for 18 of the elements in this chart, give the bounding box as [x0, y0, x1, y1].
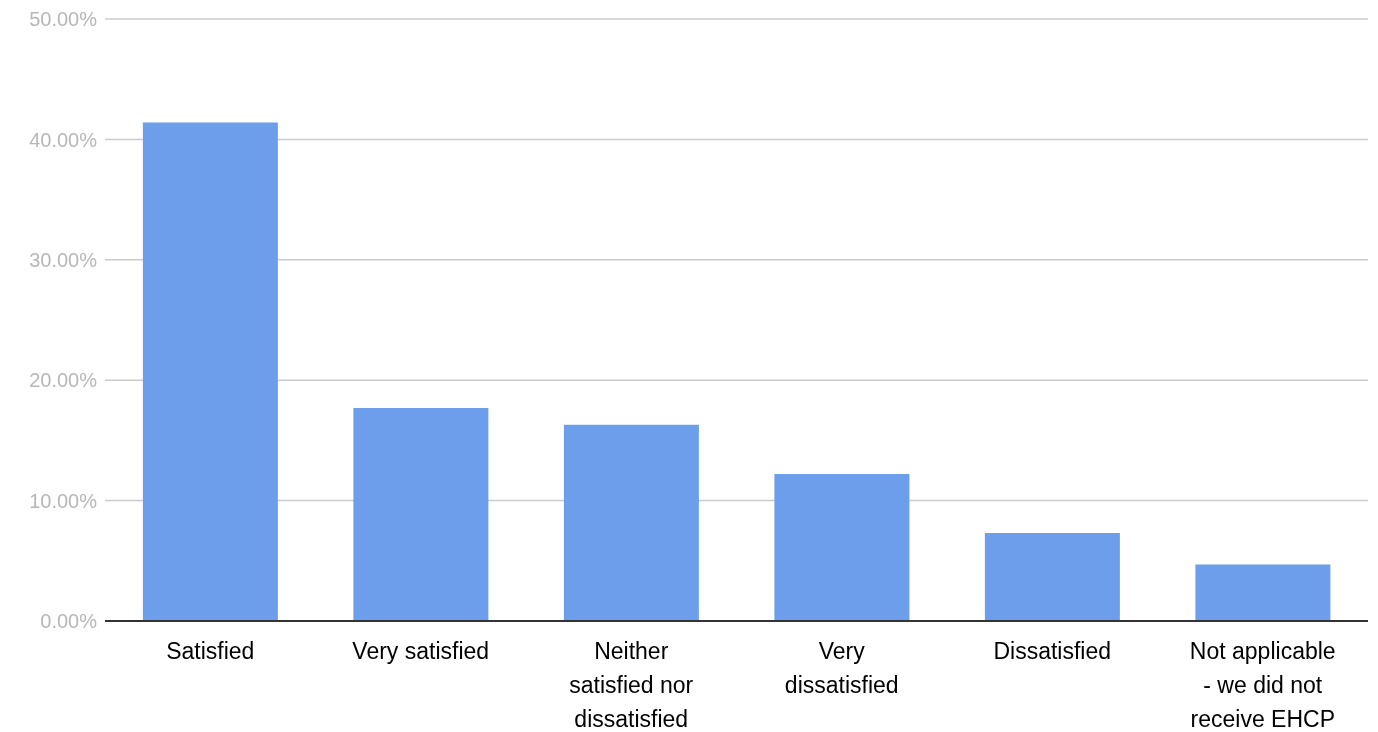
y-tick-label: 30.00%: [29, 248, 98, 271]
x-tick-label: Very dissatisfied: [784, 638, 899, 698]
x-tick-label: Satisfied: [166, 638, 255, 664]
bar: [1195, 564, 1331, 621]
y-tick-label: 0.00%: [40, 610, 98, 633]
bar: [563, 424, 699, 621]
bar: [353, 407, 489, 621]
bar: [142, 122, 278, 621]
y-tick-label: 10.00%: [29, 489, 98, 512]
x-tick-label: Neither satisfied nor dissatisfied: [569, 638, 694, 732]
x-tick-label: Not applicable - we did not receive EHCP: [1189, 638, 1336, 732]
bar: [984, 533, 1120, 621]
x-tick-label: Very satisfied: [352, 638, 490, 664]
bar: [774, 474, 910, 621]
y-tick-label: 20.00%: [29, 369, 98, 392]
y-tick-label: 40.00%: [29, 128, 98, 151]
x-tick-label: Dissatisfied: [993, 638, 1112, 664]
y-tick-label: 50.00%: [29, 8, 98, 31]
